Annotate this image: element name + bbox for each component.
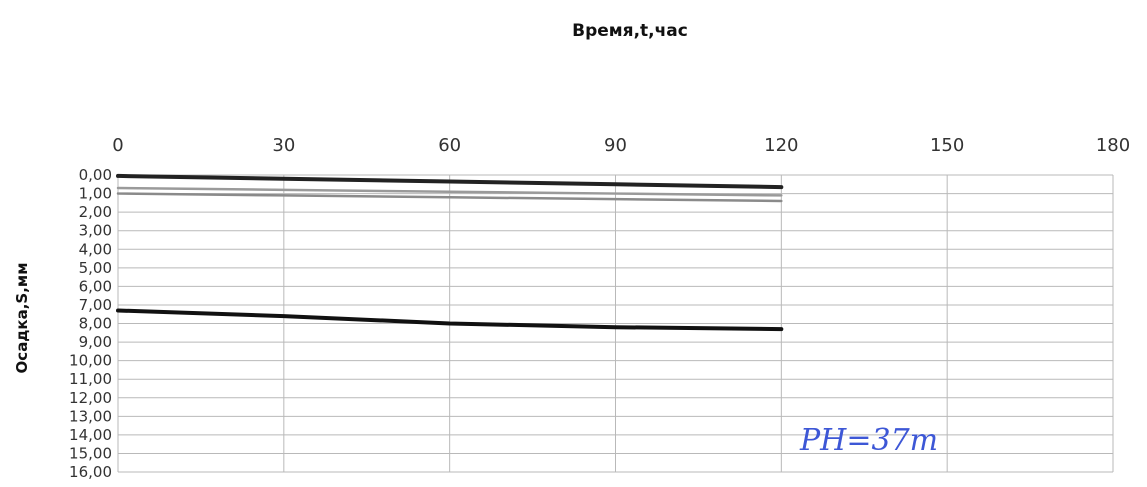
y-tick-label: 10,00 [69,352,112,370]
y-tick-label: 3,00 [79,222,112,240]
handwritten-annotation: РН=37т [799,423,938,458]
series-line [116,186,783,197]
y-tick-label: 4,00 [79,240,112,258]
series-line [116,192,783,203]
x-tick-label: 0 [112,135,123,156]
x-tick-label: 120 [764,135,798,156]
x-tick-label: 180 [1096,135,1130,156]
y-tick-label: 8,00 [79,315,112,333]
y-tick-label: 9,00 [79,333,112,351]
data-series [116,173,784,332]
x-tick-label: 60 [438,135,461,156]
x-tick-label: 90 [604,135,627,156]
y-tick-label: 0,00 [79,166,112,184]
y-tick-label: 14,00 [69,426,112,444]
chart-title: Время,t,час [572,21,688,41]
x-tick-label: 150 [930,135,964,156]
y-tick-label: 11,00 [69,370,112,388]
y-tick-label: 1,00 [79,185,112,203]
y-tick-label: 12,00 [69,389,112,407]
y-tick-label: 16,00 [69,463,112,481]
x-tick-label: 30 [272,135,295,156]
y-tick-labels: 0,001,002,003,004,005,006,007,008,009,00… [69,166,112,481]
series-line [116,173,784,190]
y-tick-label: 7,00 [79,296,112,314]
y-tick-label: 2,00 [79,203,112,221]
y-tick-label: 6,00 [79,277,112,295]
x-tick-labels: 0 30 60 90 120 150 180 [112,135,1130,156]
gridlines [117,174,1114,473]
y-tick-label: 13,00 [69,407,112,425]
series-line [116,308,784,332]
y-tick-label: 5,00 [79,259,112,277]
y-tick-label: 15,00 [69,444,112,462]
y-axis-label: Осадка,S,мм [13,263,31,374]
